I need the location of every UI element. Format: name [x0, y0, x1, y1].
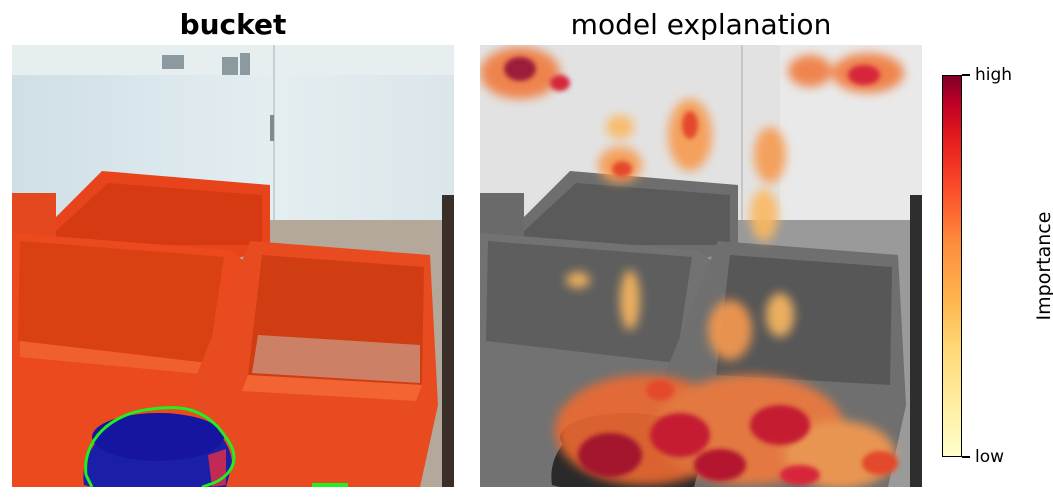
crate-right — [188, 241, 438, 487]
bucket — [83, 413, 233, 487]
importance-heatmap — [480, 47, 904, 487]
explanation-image-panel — [480, 45, 922, 487]
explanation-title: model explanation — [570, 8, 832, 41]
original-image-panel — [12, 45, 454, 487]
colorbar-high-label: high — [975, 65, 1013, 85]
importance-colorbar — [942, 75, 962, 457]
colorbar-low-label: low — [975, 447, 1005, 467]
segmentation-outline — [84, 406, 236, 487]
colorbar-tick-low — [962, 456, 970, 458]
crate-back — [40, 171, 270, 257]
colorbar-label: Importance — [1033, 211, 1053, 321]
segmentation-outline-fragment — [312, 483, 348, 487]
heatmap-photo — [480, 45, 922, 487]
original-photo — [12, 45, 454, 487]
image-class-title: bucket — [179, 8, 287, 41]
colorbar-tick-high — [962, 74, 970, 76]
